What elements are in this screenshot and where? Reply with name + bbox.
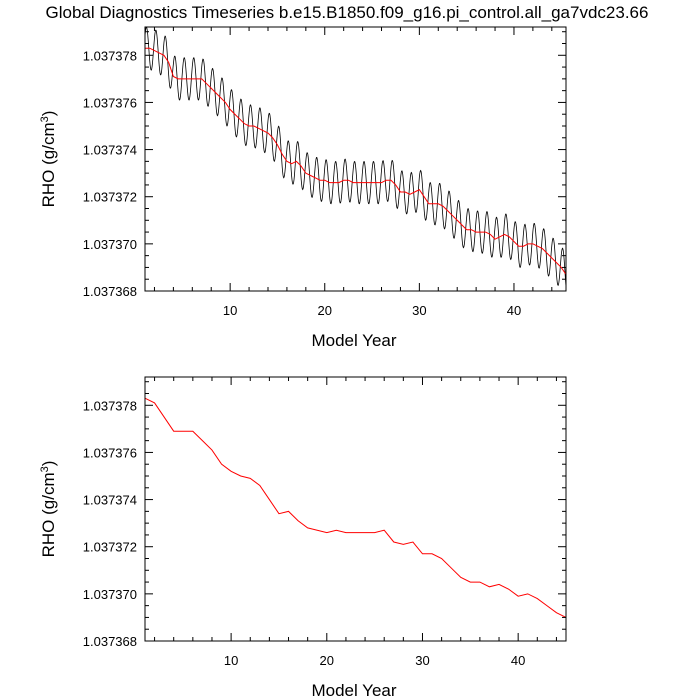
monthly-rho-line xyxy=(145,27,566,287)
x-tick-label: 20 xyxy=(318,303,332,318)
y-tick-label: 1.037370 xyxy=(83,237,137,252)
x-tick-label: 30 xyxy=(412,303,426,318)
top-chart-frame xyxy=(144,26,567,292)
y-tick-label: 1.037368 xyxy=(83,284,137,299)
top-chart-x-tick-labels: 10 20 30 40 xyxy=(223,303,521,318)
y-tick-label: 1.037378 xyxy=(83,398,137,413)
top-chart-plot-area xyxy=(145,27,566,287)
y-tick-label: 1.037376 xyxy=(83,445,137,460)
y-tick-label: 1.037368 xyxy=(83,634,137,649)
x-tick-label: 40 xyxy=(511,653,525,668)
y-tick-label: 1.037370 xyxy=(83,587,137,602)
annual-mean-rho-line xyxy=(145,397,566,618)
bottom-chart-y-tick-labels: 1.037368 1.037370 1.037372 1.037374 1.037376… xyxy=(83,398,137,649)
bottom-chart-x-tick-labels: 10 20 30 40 xyxy=(224,653,526,668)
bottom-chart-ticks xyxy=(145,377,566,642)
y-tick-label: 1.037378 xyxy=(83,48,137,63)
x-tick-label: 10 xyxy=(223,303,237,318)
top-chart-y-tick-labels: 1.037368 1.037370 1.037372 1.037374 1.037376… xyxy=(83,48,137,299)
annual-mean-rho-line xyxy=(145,47,566,275)
bottom-chart-x-axis-label: Model Year xyxy=(311,681,396,700)
x-tick-label: 10 xyxy=(224,653,238,668)
y-tick-label: 1.037374 xyxy=(83,493,137,508)
bottom-chart-frame xyxy=(144,376,567,642)
top-chart-y-axis-label: RHO (g/cm3) xyxy=(39,111,58,208)
x-tick-label: 30 xyxy=(415,653,429,668)
bottom-chart-panel: 1.037368 1.037370 1.037372 1.037374 1.037376… xyxy=(39,376,567,700)
figure-title: Global Diagnostics Timeseries b.e15.B185… xyxy=(46,3,649,22)
top-chart-x-axis-label: Model Year xyxy=(311,331,396,350)
y-tick-label: 1.037376 xyxy=(83,95,137,110)
bottom-chart-y-axis-label: RHO (g/cm3) xyxy=(39,461,58,558)
x-tick-label: 20 xyxy=(320,653,334,668)
y-tick-label: 1.037374 xyxy=(83,143,137,158)
x-tick-label: 40 xyxy=(507,303,521,318)
top-chart-panel: 1.037368 1.037370 1.037372 1.037374 1.037376… xyxy=(39,26,567,350)
top-chart-ticks xyxy=(145,27,566,292)
y-tick-label: 1.037372 xyxy=(83,190,137,205)
y-tick-label: 1.037372 xyxy=(83,540,137,555)
bottom-chart-plot-area xyxy=(145,397,566,618)
